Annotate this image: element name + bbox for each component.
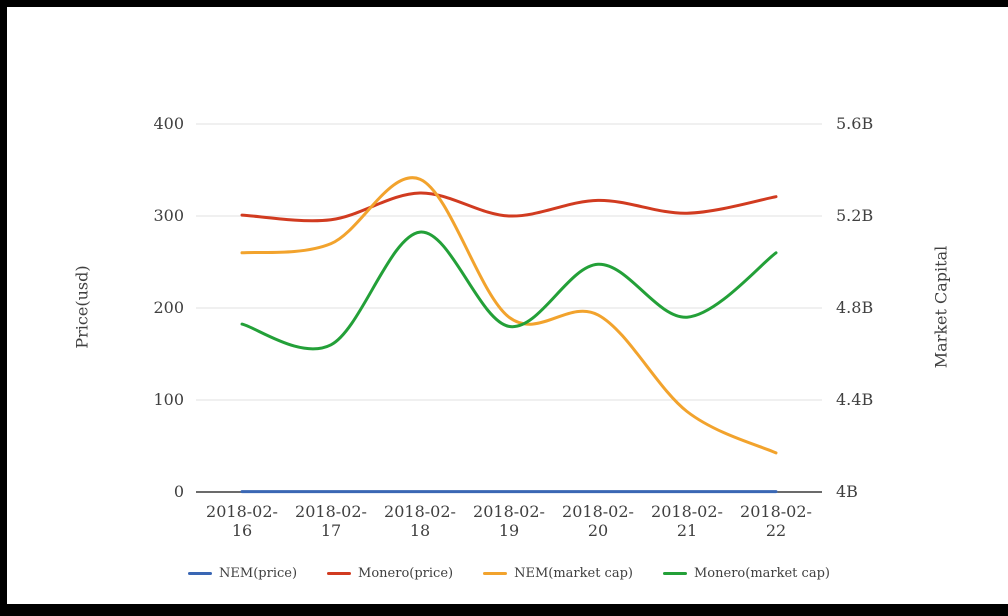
right-axis-tick-label: 4B xyxy=(836,482,858,501)
x-axis-tick-label: 2018-02- 19 xyxy=(473,502,545,540)
x-axis-tick-label: 2018-02- 18 xyxy=(384,502,456,540)
x-axis-tick-label: 2018-02- 20 xyxy=(562,502,634,540)
legend-line-swatch xyxy=(663,572,687,575)
right-axis-title: Market Capital xyxy=(931,245,951,369)
window-border-left xyxy=(0,0,7,616)
legend-line-swatch xyxy=(327,572,352,575)
x-axis-tick-label: 2018-02- 17 xyxy=(295,502,367,540)
left-axis-tick-label: 200 xyxy=(153,298,184,317)
legend-item-nem-price-[interactable]: NEM(price) xyxy=(188,566,297,581)
right-axis-tick-label: 5.2B xyxy=(836,206,874,225)
right-axis-tick-label: 5.6B xyxy=(836,114,874,133)
window-border-bottom xyxy=(0,604,1008,616)
x-axis-tick-label: 2018-02- 22 xyxy=(740,502,812,540)
legend-label: NEM(price) xyxy=(219,566,298,581)
right-axis-tick-label: 4.8B xyxy=(836,298,874,317)
left-axis-tick-label: 100 xyxy=(153,390,184,409)
series-line-nem-market-cap- xyxy=(240,176,778,455)
series-line-monero-price- xyxy=(240,191,778,223)
legend-line-swatch xyxy=(483,572,508,575)
series-line-monero-market-cap- xyxy=(240,230,778,351)
left-axis-tick-label: 300 xyxy=(153,206,184,225)
x-axis-tick-label: 2018-02- 21 xyxy=(651,502,723,540)
legend-item-monero-price-[interactable]: Monero(price) xyxy=(327,566,453,581)
legend-item-monero-market-cap-[interactable]: Monero(market cap) xyxy=(663,566,830,581)
legend-label: Monero(price) xyxy=(358,566,454,581)
legend-label: NEM(market cap) xyxy=(514,566,633,581)
left-axis-title: Price(usd) xyxy=(72,265,92,349)
x-axis-tick-label: 2018-02- 16 xyxy=(206,502,278,540)
left-axis-tick-label: 0 xyxy=(173,482,184,501)
legend: NEM(price) Monero(price) NEM(market cap) Mo… xyxy=(188,566,830,581)
left-axis-tick-label: 400 xyxy=(153,114,184,133)
legend-item-nem-market-cap-[interactable]: NEM(market cap) xyxy=(483,566,633,581)
legend-line-swatch xyxy=(188,572,213,575)
right-axis-tick-label: 4.4B xyxy=(836,390,874,409)
legend-label: Monero(market cap) xyxy=(694,566,830,581)
window-border-top xyxy=(0,0,1008,7)
